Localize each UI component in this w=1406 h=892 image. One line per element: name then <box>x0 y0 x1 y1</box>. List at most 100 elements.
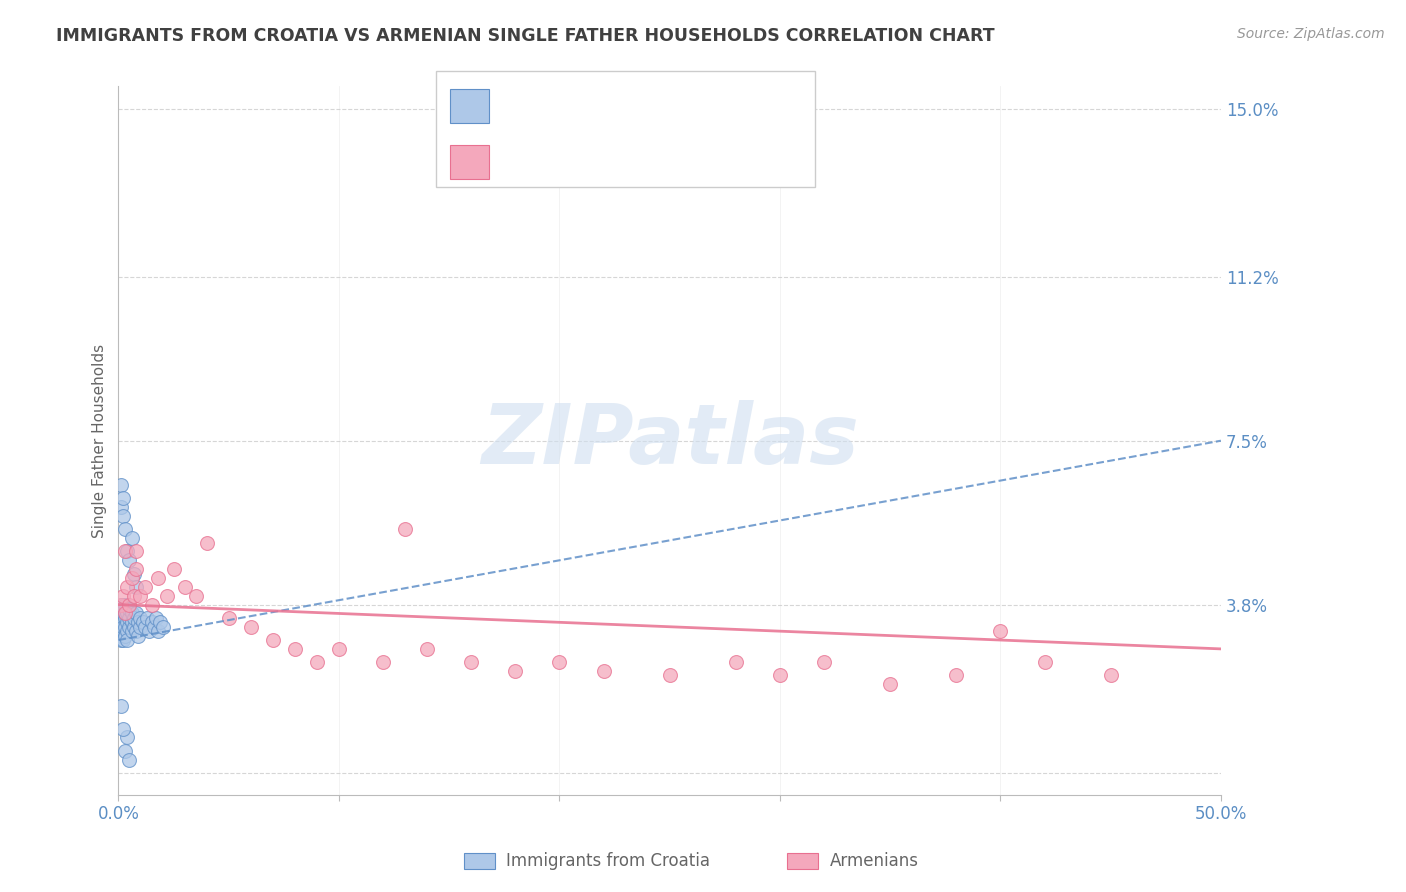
Point <box>141 598 163 612</box>
Point <box>1099 668 1122 682</box>
Point <box>149 615 172 630</box>
Point <box>117 615 139 630</box>
Point <box>371 655 394 669</box>
Point <box>110 615 132 630</box>
Point <box>305 655 328 669</box>
Point <box>142 620 165 634</box>
Point <box>460 655 482 669</box>
Point <box>111 589 134 603</box>
Point <box>111 722 134 736</box>
Point <box>724 655 747 669</box>
Point <box>110 633 132 648</box>
Point <box>416 641 439 656</box>
Point <box>284 641 307 656</box>
Point <box>990 624 1012 639</box>
Point <box>111 615 134 630</box>
Point <box>125 607 148 621</box>
Point <box>111 624 134 639</box>
Point <box>111 508 134 523</box>
Point <box>110 598 132 612</box>
Point <box>121 571 143 585</box>
Point <box>114 620 136 634</box>
Point <box>114 522 136 536</box>
Text: R = -0.059  N = 41: R = -0.059 N = 41 <box>501 153 696 170</box>
Point <box>145 611 167 625</box>
Point <box>118 553 141 567</box>
Point <box>879 677 901 691</box>
Text: Source: ZipAtlas.com: Source: ZipAtlas.com <box>1237 27 1385 41</box>
Point <box>394 522 416 536</box>
Point <box>122 611 145 625</box>
Point <box>121 624 143 639</box>
Point <box>129 589 152 603</box>
Point <box>136 611 159 625</box>
Point <box>118 620 141 634</box>
Point <box>592 664 614 678</box>
Point <box>156 589 179 603</box>
Text: Armenians: Armenians <box>830 852 918 870</box>
Point <box>110 607 132 621</box>
Point <box>114 611 136 625</box>
Point <box>121 531 143 545</box>
Text: ZIPatlas: ZIPatlas <box>481 401 859 481</box>
Point <box>110 611 132 625</box>
Point <box>110 620 132 634</box>
Point <box>129 620 152 634</box>
Point <box>118 598 141 612</box>
Point <box>195 535 218 549</box>
Point <box>117 731 139 745</box>
Point <box>127 615 149 630</box>
Point <box>505 664 527 678</box>
Point <box>769 668 792 682</box>
Point <box>114 544 136 558</box>
Point <box>945 668 967 682</box>
Point <box>110 500 132 515</box>
Point <box>122 620 145 634</box>
Point <box>114 607 136 621</box>
Point <box>262 633 284 648</box>
Point <box>110 629 132 643</box>
Text: Immigrants from Croatia: Immigrants from Croatia <box>506 852 710 870</box>
Point <box>117 624 139 639</box>
Point <box>118 611 141 625</box>
Point <box>125 624 148 639</box>
Point <box>218 611 240 625</box>
Point <box>111 607 134 621</box>
Point <box>813 655 835 669</box>
Point <box>1033 655 1056 669</box>
Point <box>111 598 134 612</box>
Point <box>122 589 145 603</box>
Point <box>111 620 134 634</box>
Point <box>114 598 136 612</box>
Point <box>129 611 152 625</box>
Point <box>110 598 132 612</box>
Point <box>125 562 148 576</box>
Point <box>548 655 571 669</box>
Point <box>110 624 132 639</box>
Point <box>121 615 143 630</box>
Point <box>114 607 136 621</box>
Point <box>141 615 163 630</box>
Point <box>121 607 143 621</box>
Point <box>125 580 148 594</box>
Text: IMMIGRANTS FROM CROATIA VS ARMENIAN SINGLE FATHER HOUSEHOLDS CORRELATION CHART: IMMIGRANTS FROM CROATIA VS ARMENIAN SING… <box>56 27 995 45</box>
Point <box>110 478 132 492</box>
Point <box>184 589 207 603</box>
Point <box>117 544 139 558</box>
Point <box>117 580 139 594</box>
Point <box>146 571 169 585</box>
Point <box>114 629 136 643</box>
Text: R =  0.133  N = 64: R = 0.133 N = 64 <box>501 97 696 115</box>
Point <box>173 580 195 594</box>
Point <box>110 699 132 714</box>
Point <box>239 620 262 634</box>
Point <box>127 629 149 643</box>
Point <box>117 633 139 648</box>
Point <box>117 607 139 621</box>
Point <box>146 624 169 639</box>
Point <box>138 624 160 639</box>
Y-axis label: Single Father Households: Single Father Households <box>93 343 107 538</box>
Point <box>162 562 184 576</box>
Point <box>328 641 350 656</box>
Point <box>114 744 136 758</box>
